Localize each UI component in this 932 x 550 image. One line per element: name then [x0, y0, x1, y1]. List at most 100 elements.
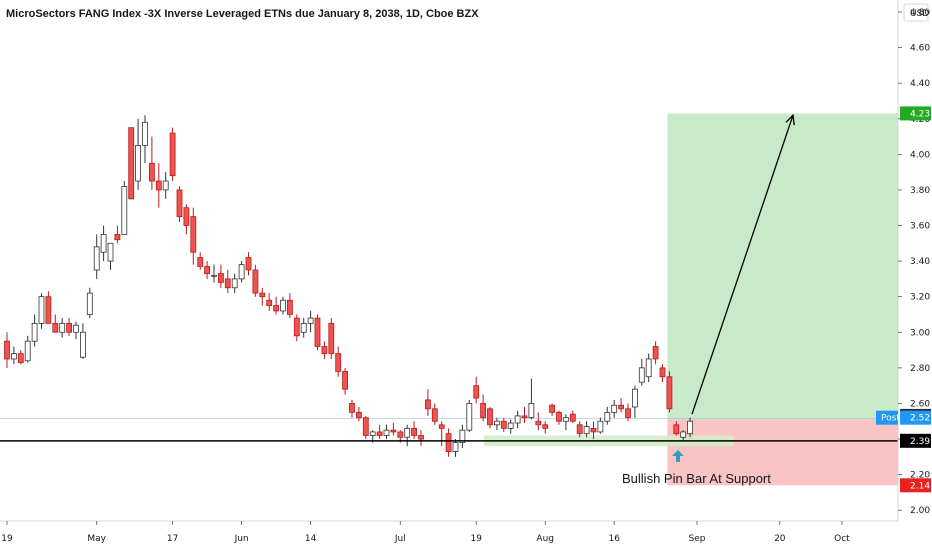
- candle: [52, 314, 59, 333]
- candle-body: [480, 403, 487, 419]
- candle: [190, 207, 197, 265]
- candle: [604, 407, 611, 425]
- candle-body: [418, 435, 424, 440]
- candle: [135, 118, 142, 190]
- candle: [307, 310, 314, 333]
- time-axis[interactable]: 19 May 17 Jun 14 Jul 19 Aug 16 Sep 20 Oct: [0, 520, 898, 544]
- trend-arrow[interactable]: [691, 114, 794, 415]
- candle-body: [611, 404, 618, 413]
- candle: [300, 318, 307, 338]
- candle: [128, 127, 135, 200]
- candle-body: [66, 322, 72, 333]
- candle: [328, 318, 335, 359]
- candle: [618, 398, 624, 413]
- candle: [266, 293, 273, 311]
- candle: [438, 421, 445, 447]
- candle-body: [280, 299, 286, 312]
- candle: [666, 371, 673, 413]
- candle-body: [390, 429, 397, 433]
- candle-body: [31, 322, 38, 342]
- candle-body: [121, 185, 128, 235]
- candle: [466, 399, 473, 432]
- candle: [556, 410, 562, 425]
- currency-label[interactable]: USD: [910, 9, 929, 19]
- candle: [480, 394, 487, 422]
- candle-body: [673, 424, 680, 435]
- candle: [17, 350, 24, 365]
- candle-body: [528, 403, 535, 419]
- candle-body: [576, 424, 583, 435]
- candle: [583, 421, 590, 438]
- candle-body: [100, 234, 107, 253]
- candles-group: [4, 115, 693, 457]
- candle: [645, 353, 652, 383]
- candle-body: [411, 427, 418, 436]
- candle-body: [197, 257, 204, 267]
- loss-zone[interactable]: [667, 419, 898, 486]
- candle-body: [625, 408, 631, 419]
- candle-body: [542, 424, 549, 429]
- candle-body: [217, 273, 224, 283]
- candle: [342, 367, 349, 395]
- candle-body: [355, 411, 362, 419]
- candle-body: [466, 403, 473, 431]
- candle-body: [383, 429, 390, 436]
- candle-body: [473, 385, 480, 399]
- candle: [293, 314, 300, 342]
- candle-body: [445, 433, 452, 452]
- candle-body: [211, 274, 217, 277]
- time-tick-label: 19: [470, 534, 482, 544]
- candle-body: [487, 408, 493, 426]
- time-tick-label: May: [87, 534, 106, 544]
- price-badge-bg: [900, 478, 931, 493]
- candle: [245, 252, 252, 276]
- profit-zone[interactable]: [667, 113, 898, 420]
- candle: [514, 410, 521, 429]
- candle-body: [252, 269, 259, 294]
- candle-body: [376, 431, 383, 436]
- candle-body: [583, 426, 590, 435]
- time-tick-label: 19: [1, 534, 13, 544]
- candle: [473, 376, 480, 404]
- candle: [528, 378, 535, 420]
- candle-body: [245, 257, 252, 271]
- price-tick-label: 4.80: [910, 8, 930, 18]
- candle-body: [142, 121, 148, 146]
- price-tick-label: 3.40: [910, 257, 930, 267]
- candle-body: [569, 413, 576, 422]
- candle: [24, 335, 31, 363]
- candle: [148, 136, 155, 190]
- candle: [659, 364, 666, 383]
- candle-body: [80, 331, 86, 358]
- pin-bar-annotation: Bullish Pin Bar At Support: [622, 471, 771, 486]
- candle-body: [687, 420, 693, 435]
- candle-body: [563, 417, 569, 422]
- time-tick-label: Jul: [394, 534, 406, 544]
- candle-body: [86, 292, 93, 315]
- candle-body: [238, 264, 245, 280]
- price-badge-label: 2.14: [910, 481, 930, 491]
- price-tick-label: 2.20: [910, 471, 930, 481]
- candle: [507, 419, 514, 434]
- candle-body: [362, 417, 369, 436]
- candle-body: [604, 411, 611, 422]
- candle: [383, 424, 390, 440]
- candle: [217, 264, 224, 288]
- candle: [418, 430, 424, 447]
- candle: [259, 287, 266, 306]
- candle-body: [45, 296, 52, 324]
- candle-body: [148, 162, 155, 182]
- price-tick-label: 3.80: [910, 186, 930, 196]
- currency-box: [903, 3, 929, 22]
- candle-body: [169, 132, 176, 177]
- candle: [355, 407, 362, 422]
- candle-body: [652, 346, 659, 360]
- price-axis[interactable]: 2.002.202.402.602.803.003.203.403.603.80…: [876, 0, 931, 521]
- candle-body: [24, 340, 31, 362]
- candle: [10, 346, 17, 365]
- candle: [142, 115, 148, 164]
- candle: [273, 296, 280, 315]
- candle: [411, 421, 418, 440]
- candle-body: [38, 296, 45, 324]
